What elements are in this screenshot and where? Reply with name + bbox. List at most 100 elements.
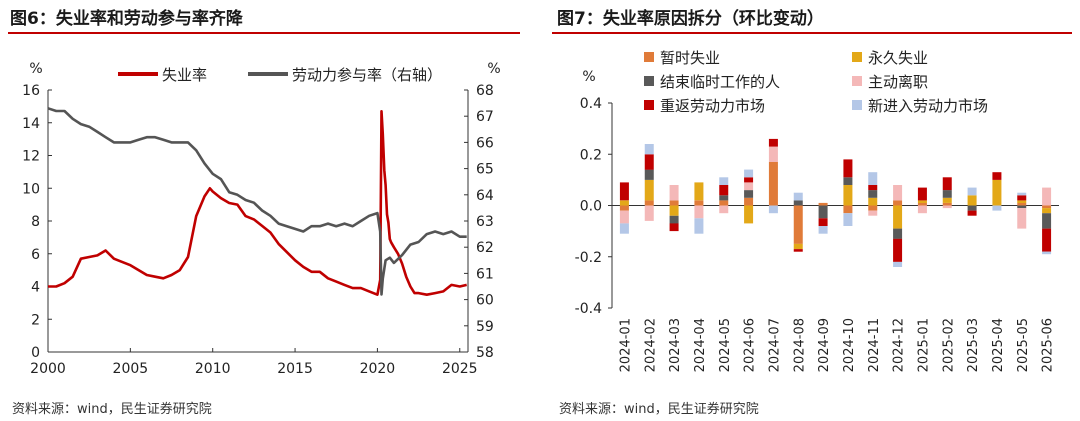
bar-segment bbox=[793, 192, 803, 201]
bar-segment bbox=[744, 169, 754, 178]
legend-label: 主动离职 bbox=[868, 73, 928, 91]
bar-segment bbox=[942, 197, 952, 203]
bar-segment bbox=[893, 261, 903, 267]
bar-segment bbox=[868, 190, 878, 198]
chart-source: 资料来源：wind，民生证券研究院 bbox=[12, 402, 212, 417]
chart-title: 图7：失业率原因拆分（环比变动） bbox=[557, 9, 824, 29]
legend-swatch bbox=[852, 100, 862, 110]
x-tick-label: 2025-01 bbox=[916, 318, 931, 372]
bar-segment bbox=[843, 205, 853, 214]
panel-unemployment-participation: 图6：失业率和劳动参与率齐降 0 2 4 6 8 10 12 14 16 58 59 60 61 62 63… bbox=[0, 0, 530, 421]
x-tick-label: 2025-04 bbox=[991, 318, 1006, 372]
bar-segment bbox=[644, 169, 654, 180]
bar-segment bbox=[694, 205, 704, 219]
bar-segment bbox=[843, 177, 853, 185]
legend-swatch bbox=[644, 52, 654, 62]
bar-segment bbox=[942, 205, 952, 209]
x-tick-label: 2024-07 bbox=[767, 318, 782, 372]
bar-segment bbox=[719, 200, 729, 206]
y-tick-label: -0.4 bbox=[575, 301, 602, 317]
bar-segment bbox=[868, 210, 878, 216]
bar-segment bbox=[967, 187, 977, 196]
bar-segment bbox=[719, 177, 729, 185]
bar-segment bbox=[868, 205, 878, 211]
left-y-tick-label: 0 bbox=[31, 345, 40, 361]
legend-label: 结束临时工作的人 bbox=[660, 73, 780, 91]
legend-label: 永久失业 bbox=[868, 49, 928, 67]
bar-segment bbox=[1042, 228, 1052, 252]
legend-swatch bbox=[852, 52, 862, 62]
bar-segment bbox=[917, 187, 927, 201]
legend-label: 新进入劳动力市场 bbox=[868, 97, 988, 115]
bar-segment bbox=[644, 144, 654, 155]
legend-swatch bbox=[644, 76, 654, 86]
panel-unemployment-reasons: 图7：失业率原因拆分（环比变动） -0.4 -0.2 0.0 0.2 0.4% 2024-… bbox=[547, 0, 1080, 421]
legend-label: 失业率 bbox=[162, 66, 207, 84]
bar-segment bbox=[669, 205, 679, 216]
bar-segment bbox=[1042, 213, 1052, 229]
unemployment-rate-line bbox=[48, 110, 467, 297]
left-axis-unit: % bbox=[29, 61, 42, 77]
bar-segment bbox=[1017, 200, 1027, 203]
bar-segment bbox=[669, 200, 679, 206]
bar-segment bbox=[694, 218, 704, 234]
bar-segment bbox=[967, 195, 977, 206]
left-y-tick-label: 10 bbox=[22, 181, 40, 197]
bar-segment bbox=[942, 177, 952, 191]
bar-segment bbox=[893, 238, 903, 262]
right-y-tick-label: 59 bbox=[476, 319, 494, 335]
right-axis-unit: % bbox=[487, 61, 500, 77]
bar-segment bbox=[669, 185, 679, 201]
bar-segment bbox=[719, 205, 729, 214]
bar-segment bbox=[793, 200, 803, 206]
bar-segment bbox=[843, 185, 853, 206]
left-y-tick-label: 14 bbox=[22, 116, 40, 132]
bar-segment bbox=[619, 210, 629, 224]
bar-segment bbox=[619, 205, 629, 211]
bar-segment bbox=[694, 200, 704, 206]
bar-segment bbox=[917, 200, 927, 203]
bar-segment bbox=[818, 226, 828, 234]
right-y-tick-label: 66 bbox=[476, 135, 494, 151]
x-tick-label: 2025-02 bbox=[941, 318, 956, 372]
left-y-tick-label: 8 bbox=[31, 214, 40, 230]
bar-segment bbox=[992, 179, 1002, 206]
bar-segment bbox=[768, 205, 778, 214]
legend-label: 暂时失业 bbox=[660, 49, 720, 67]
bar-segment bbox=[818, 205, 828, 219]
x-tick-label: 2024-03 bbox=[668, 318, 683, 372]
right-y-tick-label: 64 bbox=[476, 188, 494, 204]
legend-label: 重返劳动力市场 bbox=[660, 97, 765, 115]
bar-segment bbox=[893, 205, 903, 229]
x-tick-label: 2024-08 bbox=[792, 318, 807, 372]
bar-segment bbox=[768, 161, 778, 206]
x-tick-label: 2025-03 bbox=[966, 318, 981, 372]
x-tick-label: 2015 bbox=[277, 361, 313, 377]
bar-segment bbox=[768, 146, 778, 162]
bar-segment bbox=[893, 200, 903, 206]
bar-segment bbox=[768, 138, 778, 147]
title-underline bbox=[8, 32, 520, 34]
bar-segment bbox=[793, 243, 803, 249]
bar-segment bbox=[694, 182, 704, 201]
bar-segment bbox=[793, 205, 803, 244]
bar-segment bbox=[843, 213, 853, 226]
right-y-tick-label: 67 bbox=[476, 109, 494, 125]
bar-segment bbox=[967, 205, 977, 211]
x-tick-label: 2005 bbox=[113, 361, 149, 377]
bar-segment bbox=[744, 197, 754, 206]
bar-segment bbox=[818, 202, 828, 206]
bar-segment bbox=[1042, 187, 1052, 206]
x-tick-label: 2024-10 bbox=[842, 318, 857, 372]
bar-segment bbox=[619, 182, 629, 201]
left-y-tick-label: 16 bbox=[22, 83, 40, 99]
left-y-tick-label: 2 bbox=[31, 312, 40, 328]
bar-segment bbox=[744, 182, 754, 191]
legend-swatch bbox=[852, 76, 862, 86]
y-tick-label: -0.2 bbox=[575, 250, 602, 266]
left-y-tick-label: 12 bbox=[22, 149, 40, 165]
x-tick-label: 2024-02 bbox=[643, 318, 658, 372]
right-y-tick-label: 61 bbox=[476, 266, 494, 282]
bar-segment bbox=[719, 195, 729, 201]
bar-segment bbox=[818, 218, 828, 226]
